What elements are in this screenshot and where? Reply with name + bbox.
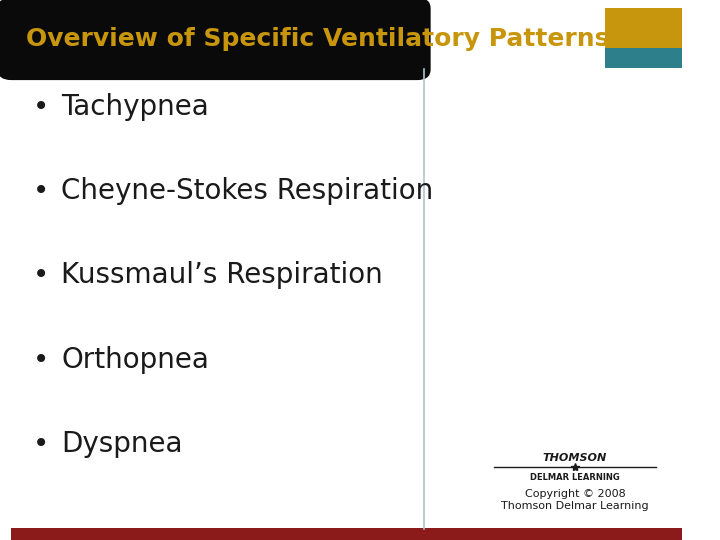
Text: Copyright © 2008
Thomson Delmar Learning: Copyright © 2008 Thomson Delmar Learning: [501, 489, 649, 511]
Text: DELMAR LEARNING: DELMAR LEARNING: [530, 472, 620, 482]
Text: •: •: [33, 177, 50, 205]
Text: •: •: [33, 430, 50, 458]
Bar: [606, 48, 683, 69]
Text: Orthopnea: Orthopnea: [61, 346, 210, 374]
Bar: [606, 8, 683, 48]
Text: Dyspnea: Dyspnea: [61, 430, 183, 458]
Text: Cheyne-Stokes Respiration: Cheyne-Stokes Respiration: [61, 177, 433, 205]
Text: •: •: [33, 261, 50, 289]
Text: Tachypnea: Tachypnea: [61, 93, 210, 120]
Text: THOMSON: THOMSON: [543, 453, 607, 463]
Bar: [11, 528, 683, 540]
Text: •: •: [33, 346, 50, 374]
Text: Kussmaul’s Respiration: Kussmaul’s Respiration: [61, 261, 383, 289]
Text: •: •: [33, 93, 50, 120]
FancyBboxPatch shape: [0, 0, 431, 80]
Text: Overview of Specific Ventilatory Patterns: Overview of Specific Ventilatory Pattern…: [26, 27, 609, 51]
